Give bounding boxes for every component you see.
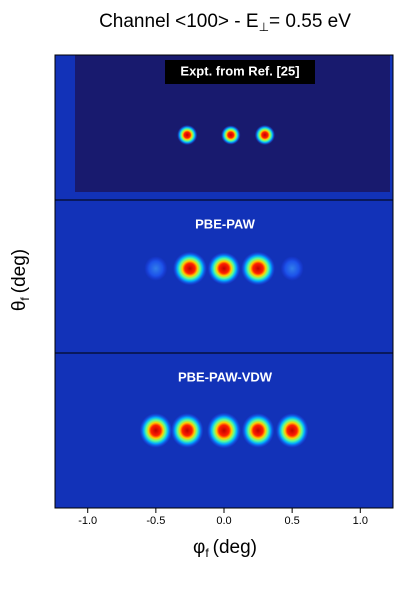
chart-title: Channel <100> - E⊥= 0.55 eV	[99, 11, 351, 34]
diffraction-spot	[241, 413, 275, 448]
diffraction-spot	[241, 251, 276, 286]
diffraction-spot	[170, 413, 204, 448]
x-label-unit: (deg)	[213, 537, 257, 558]
x-tick-label: -1.0	[78, 515, 97, 527]
x-tick-label: 0.0	[216, 515, 231, 527]
diffraction-spot	[144, 256, 168, 281]
title-rest: = 0.55 eV	[269, 11, 351, 32]
x-tick-label: 1.0	[353, 515, 368, 527]
x-label-symbol: φ	[193, 537, 205, 558]
y-label-sub: f	[18, 297, 32, 301]
title-main: Channel <100> - E	[99, 11, 259, 32]
diffraction-spot	[207, 252, 241, 285]
diffraction-spot	[280, 256, 304, 281]
y-label-unit: (deg)	[9, 249, 30, 293]
diffraction-spot	[254, 124, 276, 146]
diffraction-spot	[172, 251, 207, 286]
y-axis-label: θf (deg)	[9, 249, 32, 311]
panel-label: PBE-PAW-VDW	[178, 369, 273, 384]
diffraction-spot	[221, 125, 241, 145]
diffraction-spot	[177, 124, 198, 146]
panels: Expt. from Ref. [25] PBE-PAW PBE-PAW-VDW	[55, 55, 393, 508]
diffraction-spot	[207, 412, 241, 449]
x-label-sub: f	[205, 546, 209, 560]
x-axis-label: φf (deg)	[193, 537, 257, 560]
panel-label: Expt. from Ref. [25]	[180, 63, 299, 78]
title-sub: ⊥	[259, 20, 269, 34]
diffraction-spot	[139, 413, 173, 448]
y-label-symbol: θ	[9, 301, 30, 312]
label-box	[165, 60, 315, 84]
panel-label: PBE-PAW	[195, 216, 255, 231]
x-tick-label: 0.5	[284, 515, 299, 527]
x-tick-label: -0.5	[146, 515, 165, 527]
diffraction-spot	[275, 413, 309, 448]
